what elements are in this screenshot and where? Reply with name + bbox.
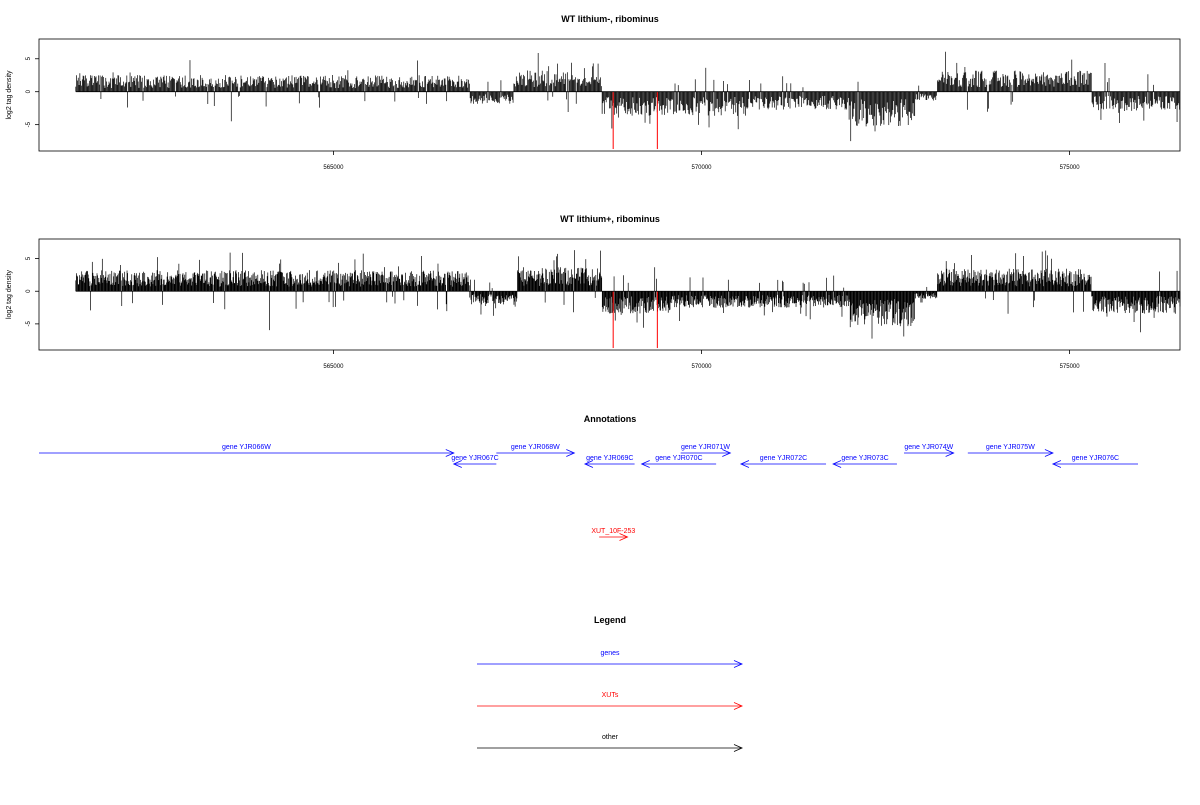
plot-frame [38, 238, 1181, 351]
annotation-feature: gene YJR071W [680, 444, 732, 457]
x-tick-label: 570000 [692, 364, 713, 370]
feature-label: XUT_10F-253 [591, 528, 635, 535]
legend-label: other [602, 734, 619, 741]
arrow-head [583, 460, 594, 468]
y-tick-label: 0 [26, 289, 32, 293]
legend-panel: Legend genes XUTs other [477, 615, 743, 752]
track-panel-2: WT lithium+, ribominus log2 tag density -5… [6, 214, 1181, 370]
track-panel-1: WT lithium-, ribominus log2 tag density -5… [6, 14, 1181, 171]
legend-label: XUTs [602, 692, 619, 699]
x-tick-label: 565000 [323, 165, 344, 171]
legend-title: Legend [594, 615, 626, 625]
feature-label: gene YJR069C [586, 455, 633, 462]
feature-label: gene YJR075W [986, 444, 1035, 451]
y-tick-label: 5 [26, 56, 32, 60]
annotation-feature: gene YJR074W [904, 444, 955, 457]
arrow-head [832, 460, 842, 468]
annotation-feature: gene YJR066W [39, 444, 455, 457]
annotations-panel: Annotations gene YJR066W gene YJR067C gene … [39, 414, 1138, 541]
arrow-head [733, 660, 743, 668]
feature-label: gene YJR073C [841, 455, 888, 462]
arrow-head [566, 449, 576, 457]
arrow-head [733, 702, 743, 710]
feature-label: gene YJR072C [760, 455, 807, 462]
arrow-head [739, 460, 750, 468]
feature-label: gene YJR076C [1072, 455, 1119, 462]
annotation-feature: gene YJR067C [451, 455, 499, 468]
arrow-head [445, 449, 455, 457]
x-tick-label: 565000 [323, 364, 344, 370]
arrow-head [945, 449, 955, 457]
x-tick-label: 570000 [692, 165, 713, 171]
signal-bars [75, 250, 1181, 339]
legend-label: genes [600, 650, 620, 657]
feature-label: gene YJR070C [655, 455, 702, 462]
y-axis-label: log2 tag density [6, 70, 13, 120]
y-axis-label: log2 tag density [6, 269, 13, 319]
feature-label: gene YJR068W [511, 444, 560, 451]
arrow-head [1051, 460, 1062, 468]
y-tick-label: 5 [26, 256, 32, 260]
y-tick-label: -5 [26, 121, 32, 127]
annotation-feature: gene YJR070C [640, 455, 717, 468]
arrow-head [733, 744, 743, 752]
feature-label: gene YJR066W [222, 444, 271, 451]
panel-title: WT lithium+, ribominus [560, 214, 660, 224]
annotation-feature: gene YJR076C [1051, 455, 1138, 468]
annotation-feature: gene YJR073C [832, 455, 897, 468]
arrow-head [722, 449, 732, 457]
arrow-head [619, 533, 629, 541]
annotation-feature: gene YJR072C [739, 455, 827, 468]
annotation-feature: XUT_10F-253 [591, 528, 635, 541]
feature-label: gene YJR067C [451, 455, 498, 462]
annotations-title: Annotations [584, 414, 637, 424]
panel-title: WT lithium-, ribominus [561, 14, 659, 24]
arrow-head [452, 460, 462, 468]
y-tick-label: -5 [26, 321, 32, 327]
y-tick-label: 0 [26, 89, 32, 93]
x-tick-label: 575000 [1060, 364, 1081, 370]
annotation-feature: gene YJR069C [583, 455, 635, 468]
x-tick-label: 575000 [1060, 165, 1081, 171]
arrow-head [1044, 449, 1054, 457]
arrow-head [640, 460, 650, 468]
annotation-feature: gene YJR068W [496, 444, 576, 457]
annotation-feature: gene YJR075W [967, 444, 1054, 457]
feature-label: gene YJR074W [904, 444, 953, 451]
plot-frame [38, 38, 1181, 152]
feature-label: gene YJR071W [681, 444, 730, 451]
signal-bars [75, 51, 1180, 142]
